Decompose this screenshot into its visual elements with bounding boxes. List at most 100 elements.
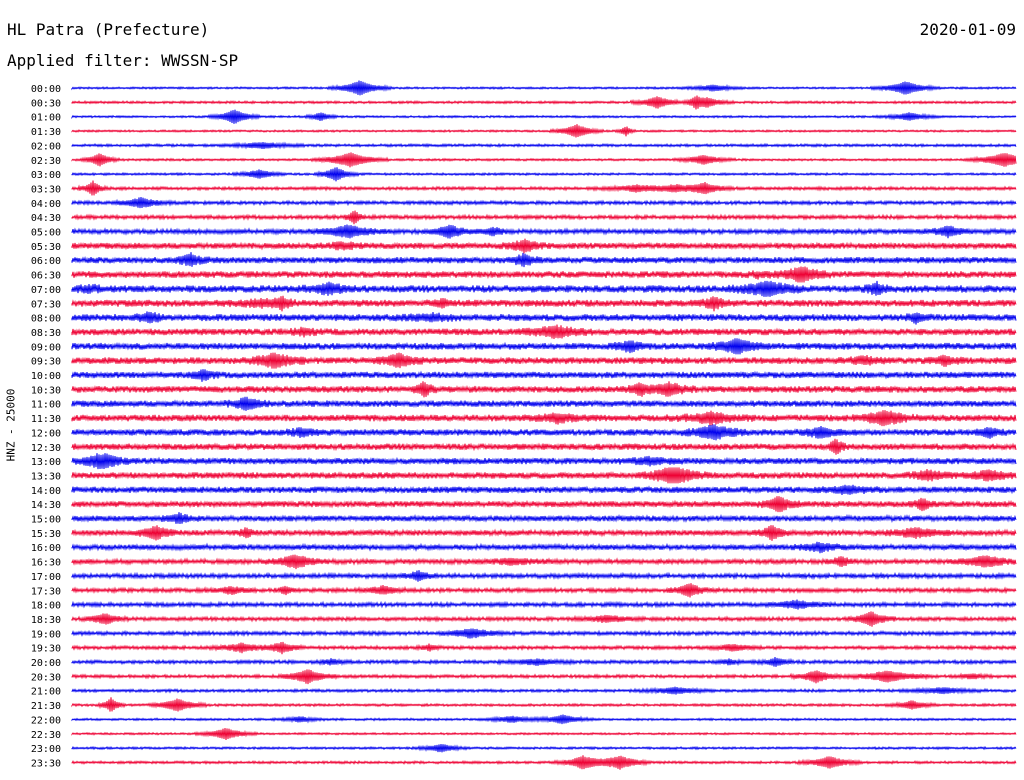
trace-line (71, 599, 1017, 610)
time-label: 09:00 (31, 342, 61, 353)
time-label: 10:00 (31, 371, 61, 382)
trace-line (71, 124, 1017, 138)
time-label: 11:00 (31, 400, 61, 411)
trace-line (71, 525, 1017, 541)
trace-line (71, 109, 1017, 124)
trace-line (71, 266, 1017, 283)
time-label: 07:00 (31, 285, 61, 296)
time-label: 20:00 (31, 658, 61, 669)
trace-line (71, 238, 1017, 254)
trace-line (71, 496, 1017, 513)
time-label-group: 00:00 00:30 01:00 01:30 02:00 02:30 03:00 03:30… (31, 84, 61, 769)
trace-line (71, 438, 1017, 455)
trace-line (71, 280, 1017, 297)
time-label: 22:30 (31, 730, 61, 741)
trace-line (71, 324, 1017, 339)
trace-line (71, 338, 1017, 355)
trace-line (71, 628, 1017, 639)
time-label: 07:30 (31, 299, 61, 310)
trace-line (71, 210, 1017, 225)
time-label: 14:30 (31, 500, 61, 511)
time-label: 00:30 (31, 98, 61, 109)
time-label: 11:30 (31, 414, 61, 425)
trace-group (71, 80, 1017, 770)
time-label: 20:30 (31, 672, 61, 683)
trace-line (71, 541, 1017, 554)
filter-label: Applied filter: WWSSN-SP (7, 51, 239, 70)
trace-line (71, 669, 1017, 685)
trace-line (71, 484, 1017, 496)
trace-line (71, 152, 1017, 168)
trace-line (71, 410, 1017, 427)
trace-line (71, 570, 1017, 582)
time-label: 19:00 (31, 629, 61, 640)
station-title: HL Patra (Prefecture) (7, 20, 210, 39)
time-label: 00:00 (31, 84, 61, 95)
time-label: 23:30 (31, 758, 61, 769)
trace-line (71, 714, 1017, 725)
time-label: 16:00 (31, 543, 61, 554)
trace-line (71, 141, 1017, 150)
trace-line (71, 352, 1017, 369)
time-label: 06:30 (31, 271, 61, 282)
trace-line (71, 167, 1017, 182)
time-label: 15:30 (31, 529, 61, 540)
trace-line (71, 453, 1017, 470)
plot-date: 2020-01-09 (919, 20, 1016, 39)
time-label: 03:00 (31, 170, 61, 181)
trace-line (71, 686, 1017, 695)
trace-line (71, 467, 1017, 484)
time-label: 21:30 (31, 701, 61, 712)
time-label: 08:30 (31, 328, 61, 339)
time-label: 05:30 (31, 242, 61, 253)
time-label: 08:00 (31, 314, 61, 325)
trace-line (71, 424, 1017, 441)
time-label: 14:00 (31, 486, 61, 497)
trace-line (71, 583, 1017, 598)
trace-line (71, 512, 1017, 524)
time-label: 22:00 (31, 715, 61, 726)
time-label: 09:30 (31, 357, 61, 368)
time-label: 02:30 (31, 156, 61, 167)
trace-line (71, 611, 1017, 627)
time-label: 18:00 (31, 601, 61, 612)
trace-line (71, 728, 1017, 741)
trace-line (71, 656, 1017, 667)
trace-line (71, 396, 1017, 411)
time-label: 04:00 (31, 199, 61, 210)
time-label: 10:30 (31, 385, 61, 396)
time-label: 01:00 (31, 113, 61, 124)
time-label: 03:30 (31, 184, 61, 195)
time-label: 01:30 (31, 127, 61, 138)
trace-line (71, 755, 1017, 770)
trace-line (71, 641, 1017, 655)
trace-line (71, 80, 1017, 96)
trace-line (71, 369, 1017, 382)
time-label: 02:00 (31, 141, 61, 152)
time-label: 15:00 (31, 515, 61, 526)
time-label: 19:30 (31, 644, 61, 655)
time-label: 12:00 (31, 428, 61, 439)
trace-line (71, 224, 1017, 239)
time-label: 23:00 (31, 744, 61, 755)
trace-line (71, 697, 1017, 712)
channel-label: HNZ - 25000 (4, 388, 18, 462)
time-label: 06:00 (31, 256, 61, 267)
trace-line (71, 252, 1017, 268)
time-label: 17:30 (31, 586, 61, 597)
time-label: 18:30 (31, 615, 61, 626)
time-label: 13:00 (31, 457, 61, 468)
time-label: 13:30 (31, 471, 61, 482)
trace-line (71, 381, 1017, 398)
trace-line (71, 180, 1017, 196)
trace-line (71, 311, 1017, 325)
trace-line (71, 743, 1017, 753)
time-label: 17:00 (31, 572, 61, 583)
trace-line (71, 95, 1017, 110)
time-label: 12:30 (31, 443, 61, 454)
trace-line (71, 554, 1017, 570)
time-label: 05:00 (31, 228, 61, 239)
time-label: 16:30 (31, 558, 61, 569)
time-label: 21:00 (31, 687, 61, 698)
